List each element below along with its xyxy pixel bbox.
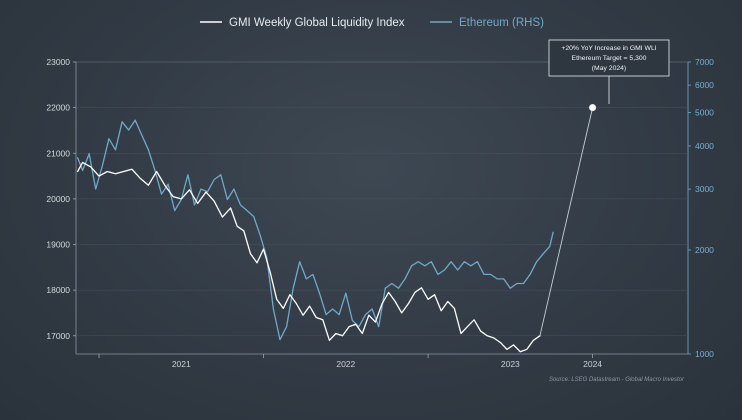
y-right-tick-label: 2000 (695, 245, 714, 255)
series-line-ethereum (76, 119, 554, 341)
annotation-line-3: (May 2024) (592, 65, 626, 72)
y-right-tick-label: 1000 (695, 349, 714, 359)
plot-frame (75, 61, 689, 355)
legend: GMI Weekly Global Liquidity Index Ethere… (200, 17, 544, 29)
y-right-ticks: 1000 2000 3000 4000 5000 6000 7000 (688, 57, 714, 359)
annotation-box (548, 39, 670, 77)
y-left-tick-label: 18000 (46, 285, 70, 295)
annotation: +20% YoY Increase in GMI WLI Ethereum Ta… (548, 39, 670, 104)
x-tick-label: 2023 (501, 359, 520, 369)
legend-label-gmi: GMI Weekly Global Liquidity Index (229, 17, 405, 29)
annotation-line-1: +20% YoY Increase in GMI WLI (561, 45, 656, 52)
y-right-tick-label: 3000 (695, 184, 714, 194)
annotation-line-2: Ethereum Target = 5,300 (572, 55, 647, 62)
x-tick-label: 2021 (172, 359, 191, 369)
grid (76, 107, 688, 337)
y-left-tick-label: 21000 (46, 148, 70, 158)
y-left-tick-label: 19000 (46, 240, 70, 250)
legend-label-eth: Ethereum (RHS) (459, 17, 544, 29)
y-left-tick-label: 22000 (46, 103, 70, 113)
series-line-projection (539, 107, 594, 337)
series-group (76, 107, 594, 353)
y-left-tick-label: 23000 (46, 57, 70, 67)
target-point (588, 104, 597, 112)
x-tick-label: 2022 (336, 359, 355, 369)
y-right-tick-label: 6000 (695, 80, 714, 90)
y-left-tick-label: 20000 (46, 194, 70, 204)
y-left-ticks: 17000 18000 19000 20000 21000 22000 23000 (46, 57, 76, 341)
x-ticks: 2021 2022 2023 2024 (98, 354, 602, 369)
y-left-tick-label: 17000 (46, 331, 70, 341)
y-right-tick-label: 5000 (695, 107, 714, 117)
y-right-tick-label: 4000 (695, 141, 714, 151)
x-tick-label: 2024 (583, 359, 602, 369)
series-line-gmi (76, 161, 541, 353)
source-note: Source: LSEG Datastream - Global Macro I… (549, 377, 685, 383)
y-right-tick-label: 7000 (695, 57, 714, 67)
